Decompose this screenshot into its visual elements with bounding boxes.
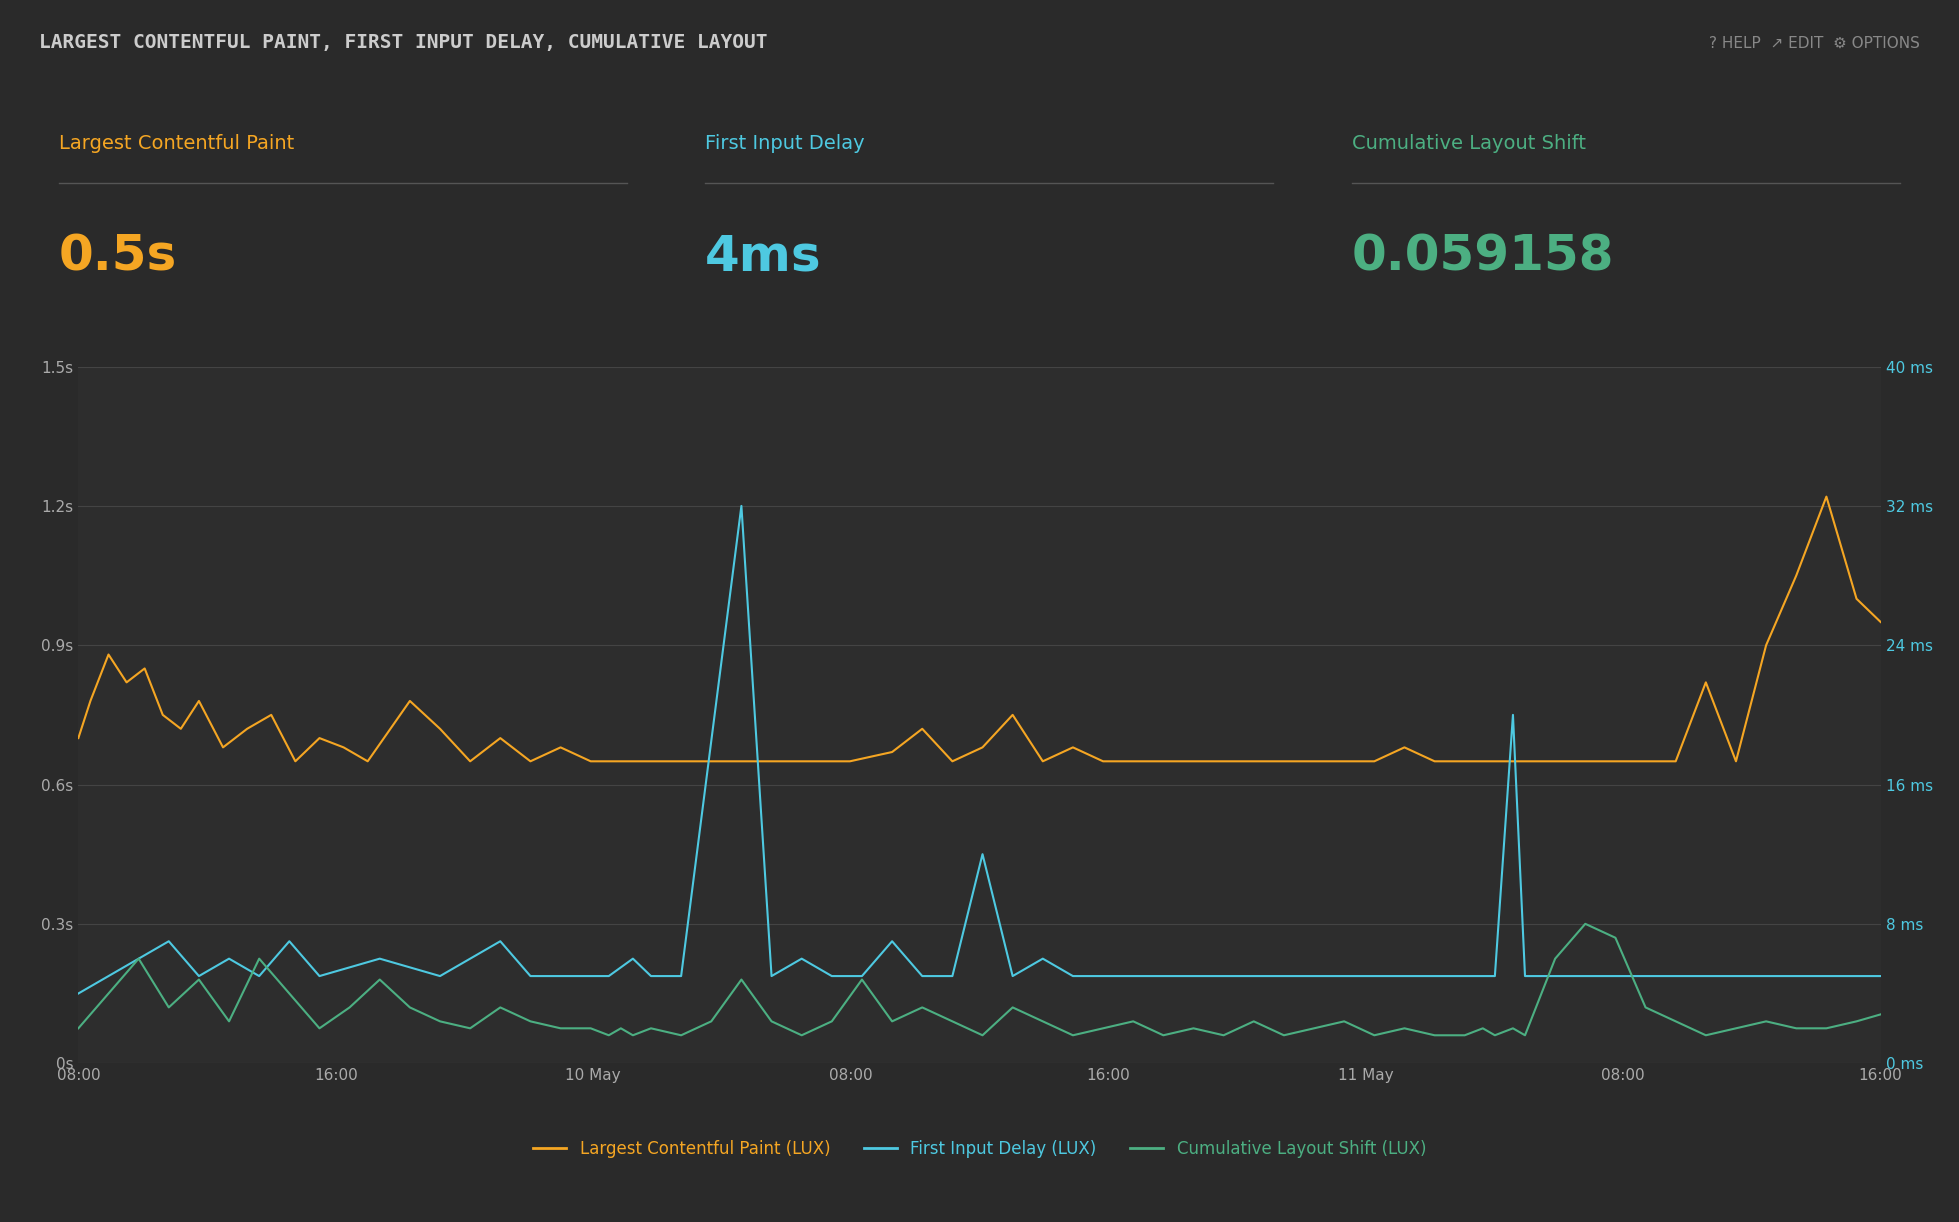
Text: First Input Delay: First Input Delay <box>705 134 864 154</box>
Text: 0.5s: 0.5s <box>59 232 176 280</box>
Text: Cumulative Layout Shift: Cumulative Layout Shift <box>1352 134 1585 154</box>
Legend: Largest Contentful Paint (LUX), First Input Delay (LUX), Cumulative Layout Shift: Largest Contentful Paint (LUX), First In… <box>527 1133 1432 1165</box>
Text: 4ms: 4ms <box>705 232 823 280</box>
Text: ? HELP  ↗ EDIT  ⚙ OPTIONS: ? HELP ↗ EDIT ⚙ OPTIONS <box>1708 35 1920 50</box>
Text: LARGEST CONTENTFUL PAINT, FIRST INPUT DELAY, CUMULATIVE LAYOUT: LARGEST CONTENTFUL PAINT, FIRST INPUT DE… <box>39 33 768 53</box>
Text: Largest Contentful Paint: Largest Contentful Paint <box>59 134 294 154</box>
Text: 0.059158: 0.059158 <box>1352 232 1614 280</box>
